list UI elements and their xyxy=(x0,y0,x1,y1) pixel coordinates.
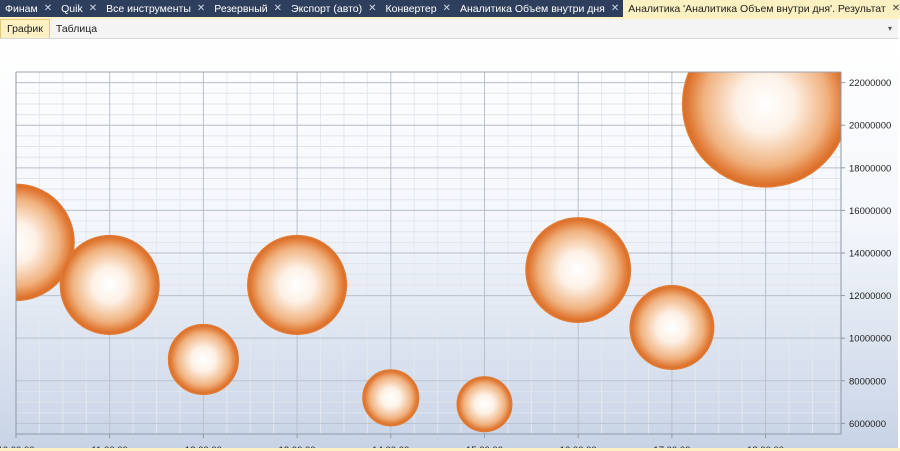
document-tab-4[interactable]: Резервный ✕ xyxy=(209,0,286,17)
document-tab-label: Экспорт (авто) xyxy=(291,2,363,15)
close-icon[interactable]: ✕ xyxy=(442,3,451,14)
view-tabs-dropdown-icon[interactable]: ▾ xyxy=(887,24,892,33)
tab-table[interactable]: Таблица xyxy=(50,19,103,38)
y-tick-label: 14000000 xyxy=(849,249,891,260)
bubble-point[interactable] xyxy=(0,183,75,302)
y-tick-label: 12000000 xyxy=(849,291,891,302)
document-tab-7[interactable]: Аналитика Объем внутри дня ✕ xyxy=(455,0,623,17)
close-icon[interactable]: ✕ xyxy=(43,3,53,14)
close-icon[interactable]: ✕ xyxy=(891,3,900,14)
document-tab-label: Quik xyxy=(61,2,83,15)
document-tabbar: Финам ✕ Quik ✕ Все инструменты ✕ Резервный ✕ Экс… xyxy=(0,0,900,17)
close-icon[interactable]: ✕ xyxy=(196,3,206,14)
bubble-point[interactable] xyxy=(247,234,348,335)
close-icon[interactable]: ✕ xyxy=(88,3,98,14)
y-tick-label: 20000000 xyxy=(849,121,891,132)
y-tick-label: 22000000 xyxy=(849,78,891,89)
document-tab-3[interactable]: Все инструменты ✕ xyxy=(101,0,209,17)
close-icon[interactable]: ✕ xyxy=(368,3,377,14)
document-tab-label: Все инструменты xyxy=(106,2,191,15)
bubble-series xyxy=(0,39,849,433)
chart-area: 6000000 8000000 10000000 12000000 14000000 16… xyxy=(0,39,898,451)
bubble-point[interactable] xyxy=(629,285,715,371)
bubble-point[interactable] xyxy=(167,323,239,396)
document-tab-label: Конвертер xyxy=(385,2,437,15)
y-tick-label: 10000000 xyxy=(849,334,891,345)
document-tab-2[interactable]: Quik ✕ xyxy=(56,0,101,17)
bubble-point[interactable] xyxy=(362,369,420,427)
bubble-point[interactable] xyxy=(525,217,632,323)
y-tick-label: 18000000 xyxy=(849,163,891,174)
document-tabs: Финам ✕ Quik ✕ Все инструменты ✕ Резервный ✕ Экс… xyxy=(0,0,900,17)
document-tab-6[interactable]: Конвертер ✕ xyxy=(381,0,455,17)
result-panel: График Таблица ▾ xyxy=(0,17,900,451)
y-tick-label: 16000000 xyxy=(849,206,891,217)
document-tab-label: Аналитика Объем внутри дня xyxy=(459,2,605,15)
document-tab-label: Аналитика 'Аналитика Объем внутри дня'. … xyxy=(628,2,886,15)
tab-chart-label: График xyxy=(7,23,43,35)
status-strip xyxy=(0,448,900,451)
bubble-point[interactable] xyxy=(59,234,160,335)
tab-table-label: Таблица xyxy=(55,22,98,35)
y-tick-label: 6000000 xyxy=(849,419,886,430)
view-tabs: График Таблица ▾ xyxy=(0,19,898,39)
document-tab-5[interactable]: Экспорт (авто) ✕ xyxy=(286,0,380,17)
document-tab-label: Финам xyxy=(5,2,38,15)
y-tick-label: 8000000 xyxy=(849,376,886,387)
tab-chart[interactable]: График xyxy=(0,19,50,38)
document-tab-8[interactable]: Аналитика 'Аналитика Объем внутри дня'. … xyxy=(623,0,900,17)
document-tab-1[interactable]: Финам ✕ xyxy=(0,0,56,17)
close-icon[interactable]: ✕ xyxy=(273,3,283,14)
bubble-point[interactable] xyxy=(681,39,849,188)
bubble-point[interactable] xyxy=(456,376,513,433)
close-icon[interactable]: ✕ xyxy=(610,3,620,14)
document-tab-label: Резервный xyxy=(214,2,268,15)
bubble-chart: 6000000 8000000 10000000 12000000 14000000 16… xyxy=(0,39,898,451)
